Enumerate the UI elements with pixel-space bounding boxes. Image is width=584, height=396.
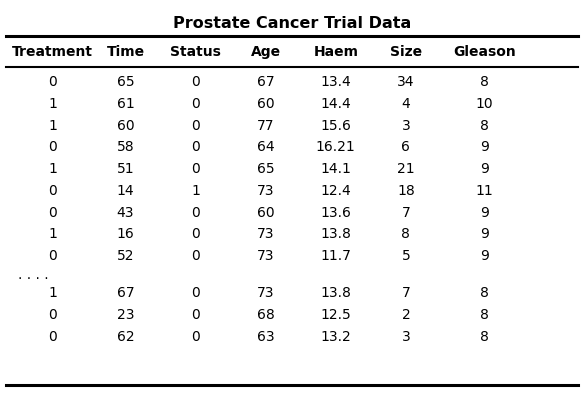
Text: 0: 0 [192, 330, 200, 344]
Text: 13.4: 13.4 [321, 75, 351, 89]
Text: 12.4: 12.4 [321, 184, 351, 198]
Text: 13.6: 13.6 [321, 206, 351, 220]
Text: 3: 3 [402, 330, 410, 344]
Text: 0: 0 [192, 227, 200, 242]
Text: 0: 0 [48, 184, 57, 198]
Text: 8: 8 [480, 330, 489, 344]
Text: 9: 9 [480, 227, 489, 242]
Text: Size: Size [390, 45, 422, 59]
Text: Age: Age [251, 45, 281, 59]
Text: 0: 0 [192, 206, 200, 220]
Text: 0: 0 [48, 75, 57, 89]
Text: 12.5: 12.5 [321, 308, 351, 322]
Text: 10: 10 [476, 97, 493, 111]
Text: Gleason: Gleason [453, 45, 516, 59]
Text: 43: 43 [117, 206, 134, 220]
Text: 73: 73 [257, 286, 274, 301]
Text: 2: 2 [402, 308, 410, 322]
Text: 9: 9 [480, 140, 489, 154]
Text: 11: 11 [476, 184, 493, 198]
Text: 65: 65 [257, 162, 274, 176]
Text: 58: 58 [117, 140, 134, 154]
Text: 1: 1 [48, 286, 57, 301]
Text: Haem: Haem [313, 45, 359, 59]
Text: 16: 16 [117, 227, 134, 242]
Text: 6: 6 [401, 140, 411, 154]
Text: 34: 34 [397, 75, 415, 89]
Text: 0: 0 [48, 206, 57, 220]
Text: 61: 61 [117, 97, 134, 111]
Text: 73: 73 [257, 249, 274, 263]
Text: 9: 9 [480, 162, 489, 176]
Text: 18: 18 [397, 184, 415, 198]
Text: 0: 0 [192, 118, 200, 133]
Text: 0: 0 [192, 140, 200, 154]
Text: 8: 8 [480, 286, 489, 301]
Text: 0: 0 [192, 75, 200, 89]
Text: 0: 0 [48, 249, 57, 263]
Text: Prostate Cancer Trial Data: Prostate Cancer Trial Data [173, 16, 411, 31]
Text: 16.21: 16.21 [316, 140, 356, 154]
Text: 8: 8 [480, 308, 489, 322]
Text: 60: 60 [117, 118, 134, 133]
Text: 73: 73 [257, 227, 274, 242]
Text: 0: 0 [192, 249, 200, 263]
Text: 52: 52 [117, 249, 134, 263]
Text: 13.2: 13.2 [321, 330, 351, 344]
Text: 13.8: 13.8 [321, 286, 351, 301]
Text: 0: 0 [48, 330, 57, 344]
Text: 1: 1 [48, 227, 57, 242]
Text: 3: 3 [402, 118, 410, 133]
Text: 67: 67 [117, 286, 134, 301]
Text: 0: 0 [48, 308, 57, 322]
Text: Status: Status [170, 45, 221, 59]
Text: 11.7: 11.7 [321, 249, 351, 263]
Text: 60: 60 [257, 206, 274, 220]
Text: 0: 0 [192, 97, 200, 111]
Text: 0: 0 [192, 286, 200, 301]
Text: 1: 1 [191, 184, 200, 198]
Text: 64: 64 [257, 140, 274, 154]
Text: 8: 8 [480, 75, 489, 89]
Text: 0: 0 [48, 140, 57, 154]
Text: 60: 60 [257, 97, 274, 111]
Text: 9: 9 [480, 206, 489, 220]
Text: 68: 68 [257, 308, 274, 322]
Text: 13.8: 13.8 [321, 227, 351, 242]
Text: . . . .: . . . . [18, 268, 48, 282]
Text: 23: 23 [117, 308, 134, 322]
Text: 7: 7 [402, 206, 410, 220]
Text: 14.4: 14.4 [321, 97, 351, 111]
Text: 8: 8 [480, 118, 489, 133]
Text: 14: 14 [117, 184, 134, 198]
Text: 1: 1 [48, 118, 57, 133]
Text: Time: Time [106, 45, 145, 59]
Text: 1: 1 [48, 97, 57, 111]
Text: 7: 7 [402, 286, 410, 301]
Text: 1: 1 [48, 162, 57, 176]
Text: 62: 62 [117, 330, 134, 344]
Text: 77: 77 [257, 118, 274, 133]
Text: 4: 4 [402, 97, 410, 111]
Text: 8: 8 [401, 227, 411, 242]
Text: 21: 21 [397, 162, 415, 176]
Text: 63: 63 [257, 330, 274, 344]
Text: 9: 9 [480, 249, 489, 263]
Text: 14.1: 14.1 [321, 162, 351, 176]
Text: 65: 65 [117, 75, 134, 89]
Text: 5: 5 [402, 249, 410, 263]
Text: 0: 0 [192, 162, 200, 176]
Text: 73: 73 [257, 184, 274, 198]
Text: 67: 67 [257, 75, 274, 89]
Text: Treatment: Treatment [12, 45, 93, 59]
Text: 15.6: 15.6 [321, 118, 351, 133]
Text: 51: 51 [117, 162, 134, 176]
Text: 0: 0 [192, 308, 200, 322]
